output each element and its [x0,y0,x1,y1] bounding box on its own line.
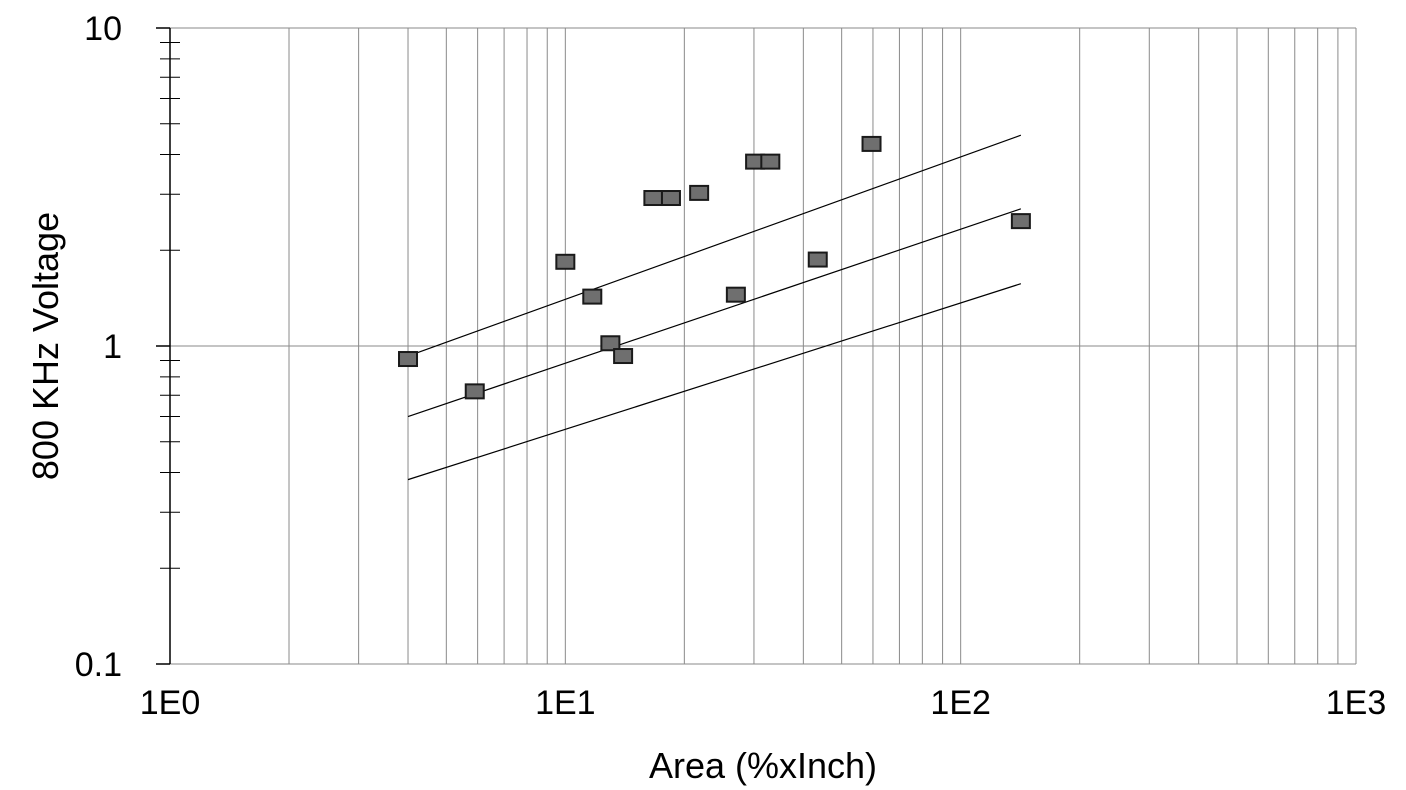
x-axis-label: Area (%xInch) [649,745,877,786]
data-point [760,153,781,170]
data-point [643,190,664,207]
y-axis-label: 800 KHz Voltage [25,212,66,480]
y-tick-label: 10 [84,10,122,48]
y-tick-label: 1 [103,328,122,366]
x-tick-labels: 1E0 1E1 1E2 1E3 [140,684,1387,722]
data-point [689,184,710,201]
y-tick-labels: 0.1 1 10 [75,10,122,684]
data-point [1010,213,1031,230]
data-point [398,351,419,368]
fit-line [407,283,1022,481]
x-tick-label: 1E2 [930,684,991,722]
data-point [582,288,603,305]
x-tick-label: 1E1 [535,684,596,722]
data-points [398,135,1031,400]
data-point [660,190,681,207]
x-tick-label: 1E0 [140,684,201,722]
data-point [861,135,882,152]
fit-lines [407,134,1022,481]
fit-line [407,134,1022,357]
x-tick-label: 1E3 [1326,684,1387,722]
data-point [555,253,576,270]
axes [156,27,180,665]
grid [169,27,1357,665]
fit-line [407,208,1022,418]
y-tick-label: 0.1 [75,646,122,684]
data-point [725,286,746,303]
data-point [600,335,621,352]
data-point [464,383,485,400]
data-point [613,348,634,365]
data-point [807,251,828,268]
